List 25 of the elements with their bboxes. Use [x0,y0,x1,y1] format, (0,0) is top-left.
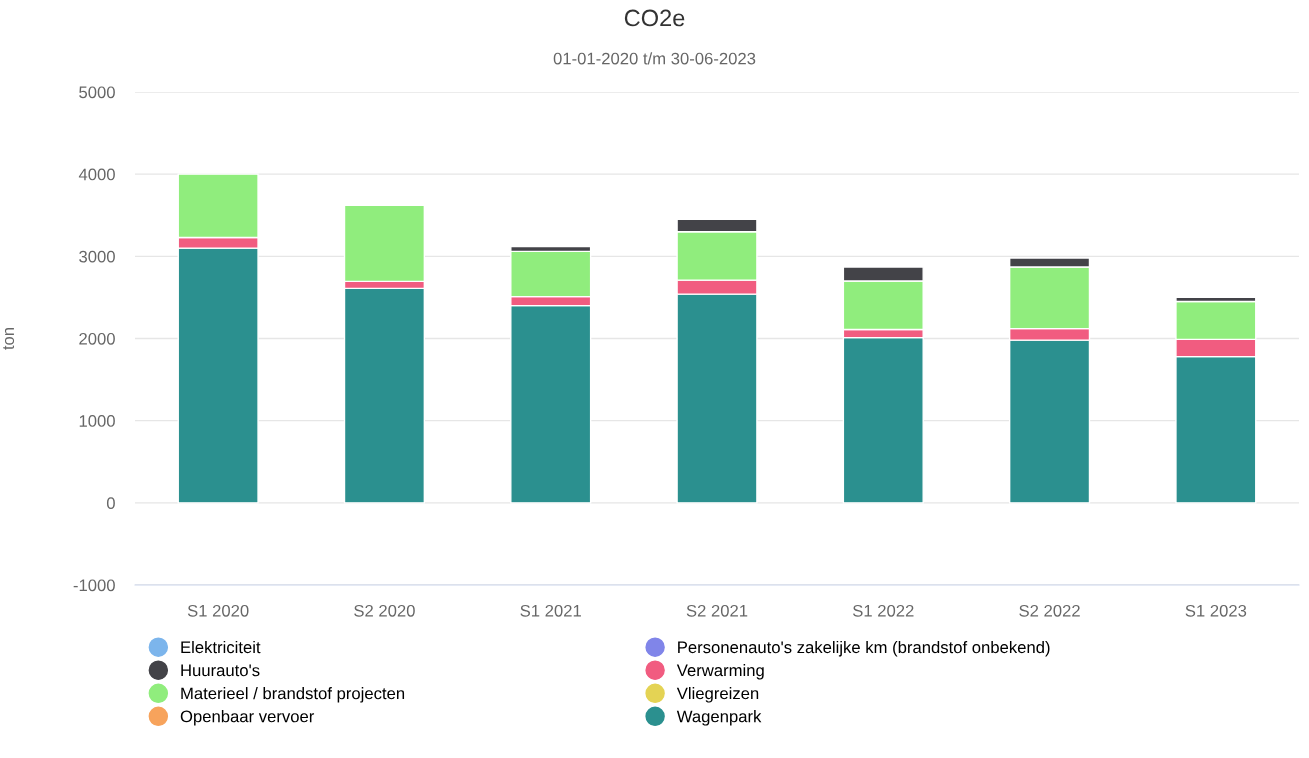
x-tick-label: S1 2022 [853,604,914,617]
x-tick-label: S1 2021 [520,604,581,617]
legend-label: Vliegreizen [676,687,759,703]
x-tick-label: S2 2021 [686,604,748,617]
y-tick-label: 3000 [79,250,115,263]
legend-label: Openbaar vervoer [180,710,315,726]
legend-label: Verwarming [676,664,764,680]
legend-label: Wagenpark [676,710,762,726]
y-tick-label: 4000 [78,168,115,181]
x-tick-label: S2 2022 [1019,604,1080,617]
legend-label: Materieel / brandstof projecten [181,687,405,703]
x-tick-label: S2 2020 [354,604,415,617]
y-axis-title: ton [3,328,15,350]
legend-label: Huurauto's [181,664,260,677]
chart-title: CO2e [624,9,685,27]
y-tick-label: 1000 [79,415,115,427]
y-tick-label: 2000 [79,332,115,345]
y-tick-label: -1000 [73,579,115,592]
legend-label: Elektriciteit [181,640,261,654]
x-tick-label: S1 2020 [187,604,249,617]
y-tick-label: 0 [106,497,115,510]
legend-label: Personenauto's zakelijke km (brandstof onbekend) [678,640,1050,657]
chart-subtitle: 01-01-2020 t/m 30-06-2023 [553,52,756,65]
y-tick-label: 5000 [79,86,115,99]
x-tick-label: S1 2023 [1185,604,1247,617]
